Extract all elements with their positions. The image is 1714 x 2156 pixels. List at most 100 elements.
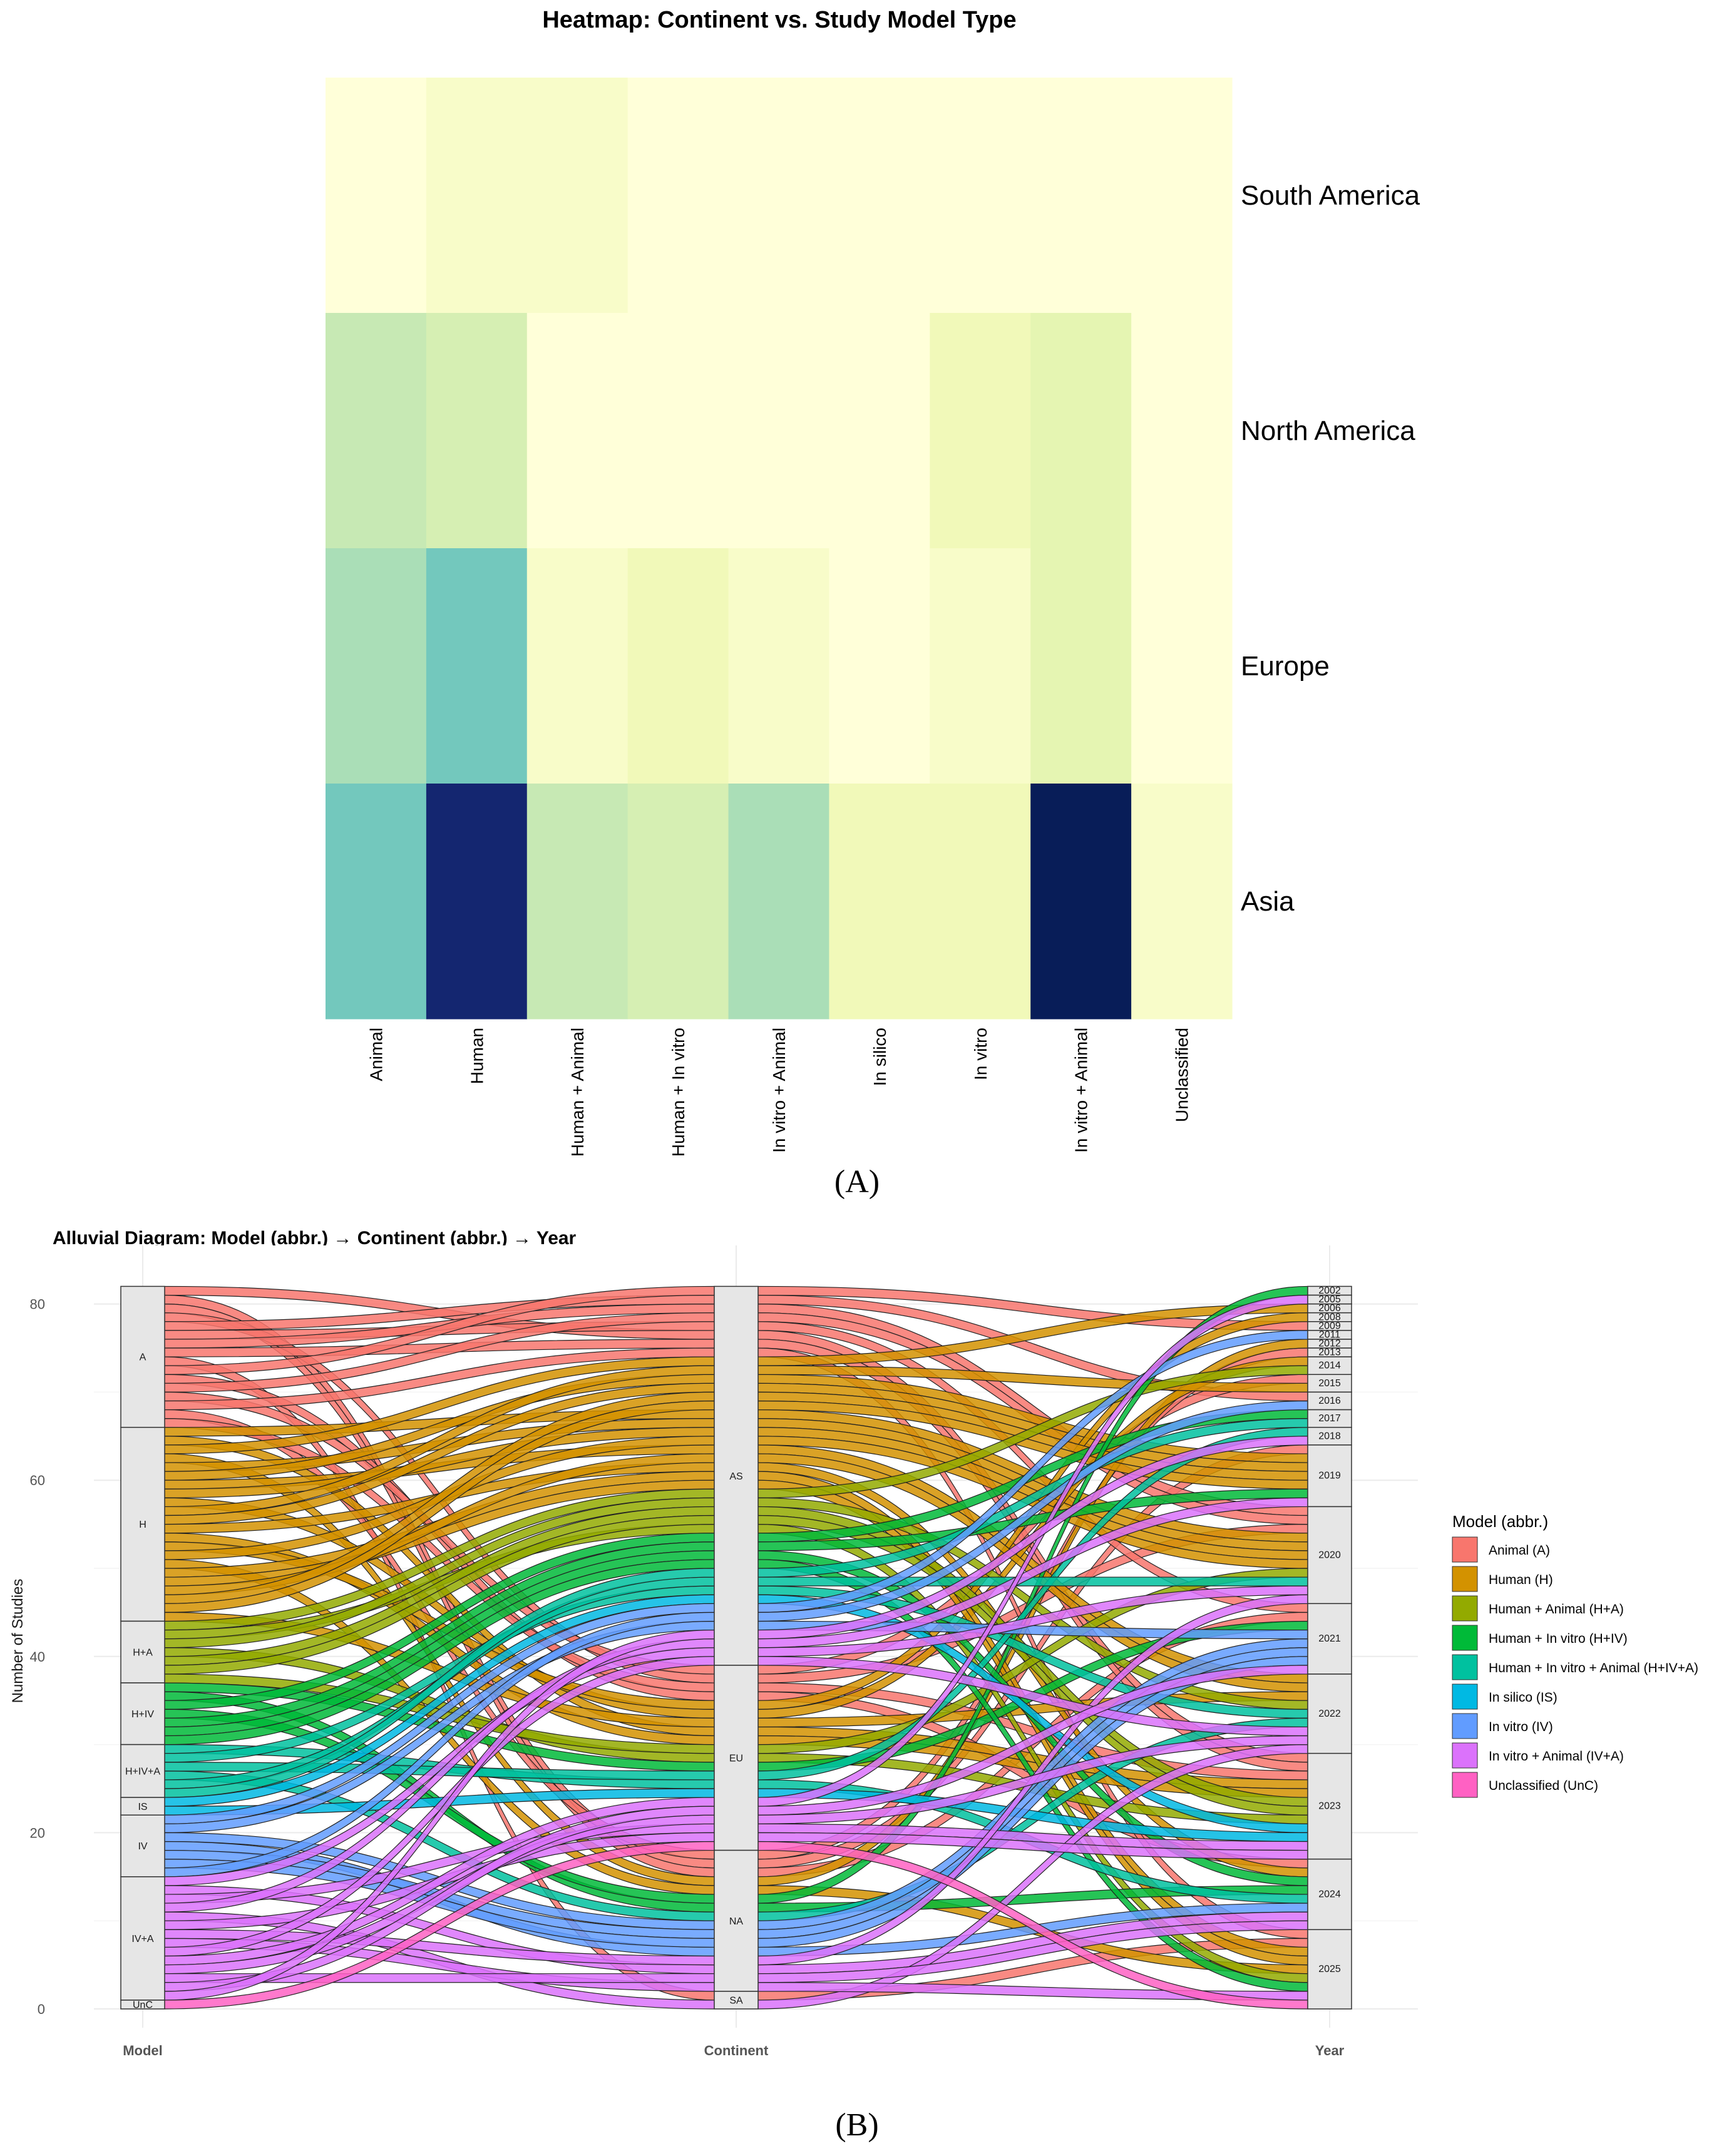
stratum-box: [120, 1285, 165, 1428]
stratum-label: UnC: [133, 2000, 153, 2011]
heatmap-cell: [1030, 784, 1132, 1019]
stratum-box: [714, 1285, 759, 1666]
legend-label: In vitro + Animal (IV+A): [1489, 1749, 1624, 1764]
heatmap-cell: [728, 78, 830, 314]
stratum-box: [120, 1620, 165, 1683]
x-axis-label: Model: [123, 2043, 163, 2058]
legend-label: Animal (A): [1489, 1543, 1550, 1558]
stratum-label: H+A: [133, 1647, 153, 1658]
heatmap-row-labels: South America North America Europe Asia: [1241, 180, 1420, 917]
heatmap-cell: [1131, 784, 1233, 1019]
heatmap-cell: [627, 313, 729, 549]
heatmap-cell: [426, 313, 528, 549]
heatmap-cell: [326, 78, 427, 314]
y-tick-label: 80: [30, 1297, 45, 1312]
legend-key: [1452, 1683, 1478, 1710]
stratum-label: 2018: [1318, 1431, 1341, 1441]
heatmap-cell: [1030, 313, 1132, 549]
stratum-box: [120, 1744, 165, 1798]
legend-label: Human + Animal (H+A): [1489, 1602, 1624, 1617]
alluvial-flows: [164, 1285, 1308, 2010]
heatmap-cell: [728, 784, 830, 1019]
stratum-box: [714, 1849, 759, 1992]
heatmap-cell: [326, 784, 427, 1019]
heatmap-column-label: Human: [467, 1028, 486, 1084]
stratum-label: H: [139, 1520, 146, 1530]
y-tick-label: 0: [38, 2001, 45, 2017]
stratum-label: H+IV+A: [125, 1766, 160, 1777]
stratum-label: NA: [729, 1916, 744, 1927]
heatmap-cell: [326, 313, 427, 549]
heatmap-cell: [627, 548, 729, 784]
heatmap-cell: [1030, 548, 1132, 784]
stratum-label: EU: [729, 1753, 743, 1764]
stratum-box: [1307, 1374, 1352, 1393]
stratum-label: AS: [729, 1471, 742, 1482]
y-tick-label: 40: [30, 1649, 45, 1665]
stratum-label: IV+A: [131, 1934, 153, 1944]
alluvial-strata: AHH+AH+IVH+IV+AISIVIV+AUnCASEUNASA200220…: [120, 1285, 1352, 2011]
stratum-box: [120, 2000, 165, 2010]
legend-label: In silico (IS): [1489, 1690, 1557, 1705]
x-axis-label: Year: [1315, 2043, 1345, 2058]
stratum-box: [1307, 1356, 1352, 1375]
legend-key: [1452, 1595, 1478, 1622]
stratum-box: [1307, 1929, 1352, 2010]
stratum-label: 2024: [1318, 1889, 1341, 1900]
y-tick-label: 20: [30, 1825, 45, 1841]
stratum-label: 2006: [1318, 1303, 1341, 1314]
panel-label-a: (A): [834, 1164, 880, 1200]
stratum-label: 2014: [1318, 1361, 1341, 1371]
heatmap-row-label: North America: [1241, 416, 1415, 446]
heatmap-cell: [1131, 548, 1233, 784]
stratum-label: 2009: [1318, 1321, 1341, 1331]
legend-label: In vitro (IV): [1489, 1720, 1553, 1734]
legend-key: [1452, 1654, 1478, 1680]
y-tick-label: 60: [30, 1473, 45, 1488]
stratum-box: [1307, 1752, 1352, 1860]
heatmap-column-labels: Animal Human Human + Animal Human + In vitr…: [366, 1028, 1191, 1157]
alluvial-panel: Alluvial Diagram: Model (abbr.) → Contin…: [9, 1228, 1698, 2143]
stratum-box: [1307, 1858, 1352, 1931]
x-axis-label: Continent: [704, 2043, 769, 2058]
heatmap-cell: [829, 78, 930, 314]
heatmap-panel: Heatmap: Continent vs. Study Model Type …: [326, 7, 1420, 1200]
stratum-label: 2015: [1318, 1378, 1341, 1389]
heatmap-column-label: In vitro: [971, 1028, 990, 1080]
stratum-box: [120, 1682, 165, 1745]
stratum-label: IS: [138, 1802, 147, 1812]
heatmap-cell: [930, 313, 1031, 549]
heatmap-column-label: Unclassified: [1173, 1028, 1192, 1122]
stratum-label: A: [140, 1352, 146, 1363]
heatmap-cell: [426, 78, 528, 314]
legend-key: [1452, 1625, 1478, 1651]
stratum-label: 2019: [1318, 1471, 1341, 1481]
heatmap-cell: [526, 78, 629, 314]
heatmap-title: Heatmap: Continent vs. Study Model Type: [542, 7, 1016, 33]
heatmap-cell: [426, 784, 528, 1019]
stratum-box: [120, 1797, 165, 1816]
legend-key: [1452, 1742, 1478, 1769]
heatmap-cell: [930, 548, 1031, 784]
stratum-box: [120, 1876, 165, 2001]
heatmap-column-label: In vitro + Animal: [1072, 1028, 1091, 1153]
heatmap-cell: [526, 313, 629, 549]
heatmap-column-label: In vitro + Animal: [769, 1028, 789, 1153]
stratum-label: 2005: [1318, 1294, 1341, 1305]
legend-label: Unclassified (UnC): [1489, 1779, 1598, 1793]
stratum-box: [714, 1665, 759, 1851]
heatmap-row-label: South America: [1241, 180, 1420, 211]
stratum-label: 2011: [1319, 1329, 1341, 1340]
stratum-box: [120, 1426, 165, 1622]
heatmap-cell: [526, 548, 629, 784]
legend-key: [1452, 1566, 1478, 1592]
stratum-box: [1307, 1673, 1352, 1754]
y-axis-title: Number of Studies: [9, 1579, 26, 1704]
legend-key: [1452, 1713, 1478, 1739]
heatmap-column-label: In silico: [870, 1028, 890, 1086]
stratum-label: SA: [729, 1996, 743, 2006]
heatmap-cells: [326, 78, 1233, 1019]
legend: Model (abbr.) Animal (A) Human (H) Human +…: [1452, 1512, 1698, 1798]
heatmap-cell: [326, 548, 427, 784]
